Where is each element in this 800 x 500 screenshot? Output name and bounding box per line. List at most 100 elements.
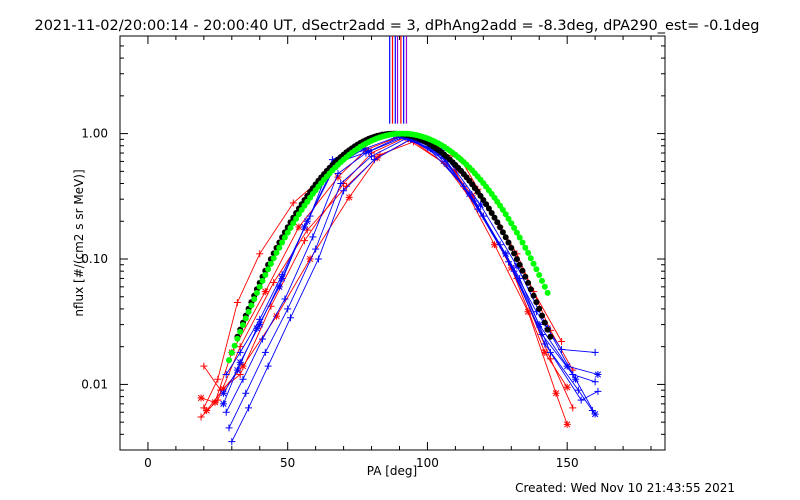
chart-title: 2021-11-02/20:00:14 - 20:00:40 UT, dSect… bbox=[34, 18, 759, 34]
fit-point bbox=[251, 296, 258, 303]
fit-point bbox=[262, 272, 269, 278]
fit-point bbox=[293, 215, 300, 222]
data-point bbox=[312, 245, 320, 253]
fit-point bbox=[519, 267, 526, 274]
fit-point bbox=[253, 289, 260, 296]
data-point bbox=[563, 420, 571, 428]
data-point bbox=[242, 389, 250, 397]
series-line bbox=[203, 136, 574, 409]
data-point bbox=[591, 378, 599, 386]
data-point bbox=[239, 375, 247, 383]
data-point bbox=[300, 237, 308, 245]
data-point bbox=[309, 233, 317, 241]
y-tick-label: 0.10 bbox=[81, 252, 108, 266]
fit-point bbox=[513, 256, 520, 263]
fit-point bbox=[231, 342, 238, 349]
fit-point bbox=[522, 273, 529, 280]
fit-point bbox=[245, 308, 252, 315]
data-point bbox=[342, 182, 350, 190]
fit-point bbox=[499, 206, 506, 213]
y-axis-label: nflux [#/(cm2 s sr MeV)] bbox=[72, 169, 86, 316]
data-point bbox=[591, 348, 599, 356]
data-point bbox=[370, 156, 378, 164]
vertical-markers bbox=[389, 36, 408, 124]
data-point bbox=[303, 217, 311, 225]
fit-point bbox=[530, 292, 537, 299]
data-point bbox=[270, 278, 278, 286]
series-blue-6 bbox=[228, 135, 602, 446]
data-point bbox=[546, 348, 554, 356]
data-point bbox=[281, 295, 289, 303]
fit-point bbox=[485, 205, 492, 212]
x-tick-label: 100 bbox=[416, 456, 439, 470]
fit-point bbox=[511, 250, 518, 257]
fit-point bbox=[502, 211, 509, 218]
fit-point bbox=[544, 289, 551, 296]
fit-curves bbox=[226, 130, 554, 364]
fit-point bbox=[497, 224, 504, 231]
data-point bbox=[228, 438, 236, 446]
fit-point bbox=[281, 234, 288, 241]
data-point bbox=[574, 386, 582, 394]
data-point bbox=[197, 394, 205, 402]
data-point bbox=[236, 370, 244, 378]
data-point bbox=[563, 383, 571, 391]
data-point bbox=[334, 170, 342, 178]
x-axis-label: PA [deg] bbox=[367, 464, 417, 478]
fit-point bbox=[505, 215, 512, 222]
data-point bbox=[591, 410, 599, 418]
fit-point bbox=[525, 279, 532, 286]
data-point bbox=[236, 348, 244, 356]
fit-point bbox=[502, 234, 509, 241]
x-tick-label: 0 bbox=[144, 456, 152, 470]
data-point bbox=[259, 335, 267, 343]
fit-point bbox=[536, 272, 543, 278]
data-point bbox=[594, 387, 602, 395]
data-point bbox=[256, 321, 264, 329]
data-point bbox=[334, 173, 342, 181]
data-point bbox=[569, 404, 577, 412]
fit-point bbox=[511, 224, 518, 231]
fit-point bbox=[265, 266, 272, 273]
fit-point bbox=[536, 305, 543, 312]
data-point bbox=[239, 362, 247, 370]
fit-point bbox=[295, 211, 302, 218]
data-point bbox=[256, 250, 264, 258]
fit-point bbox=[522, 244, 529, 251]
fit-point bbox=[541, 319, 548, 326]
data-point bbox=[577, 396, 585, 404]
data-point bbox=[264, 362, 272, 370]
fit-point bbox=[267, 260, 274, 267]
fit-point bbox=[287, 224, 294, 231]
fit-point bbox=[508, 244, 515, 251]
series-blue-4 bbox=[225, 134, 596, 432]
series-blue-2 bbox=[219, 132, 602, 397]
fit-point bbox=[525, 249, 532, 256]
data-point bbox=[588, 406, 596, 414]
data-point bbox=[200, 362, 208, 370]
fit-point bbox=[228, 349, 235, 356]
data-point bbox=[340, 187, 348, 195]
fit-curve-fit-black bbox=[234, 130, 554, 340]
data-point bbox=[219, 389, 227, 397]
fit-point bbox=[530, 260, 537, 267]
fit-point bbox=[273, 249, 280, 256]
data-point bbox=[197, 413, 205, 421]
data-point bbox=[477, 201, 485, 209]
data-point bbox=[222, 370, 230, 378]
fit-point bbox=[516, 261, 523, 268]
fit-point bbox=[279, 239, 286, 246]
fit-point bbox=[513, 229, 520, 236]
fit-point bbox=[488, 210, 495, 216]
data-point bbox=[546, 355, 554, 363]
fit-point bbox=[226, 357, 232, 364]
series-line bbox=[200, 141, 562, 418]
series-line bbox=[228, 136, 593, 429]
data-point bbox=[474, 205, 482, 213]
fit-point bbox=[234, 335, 241, 342]
data-point bbox=[253, 324, 261, 332]
fit-point bbox=[290, 220, 297, 227]
data-point bbox=[286, 314, 294, 322]
fit-point bbox=[539, 312, 545, 319]
